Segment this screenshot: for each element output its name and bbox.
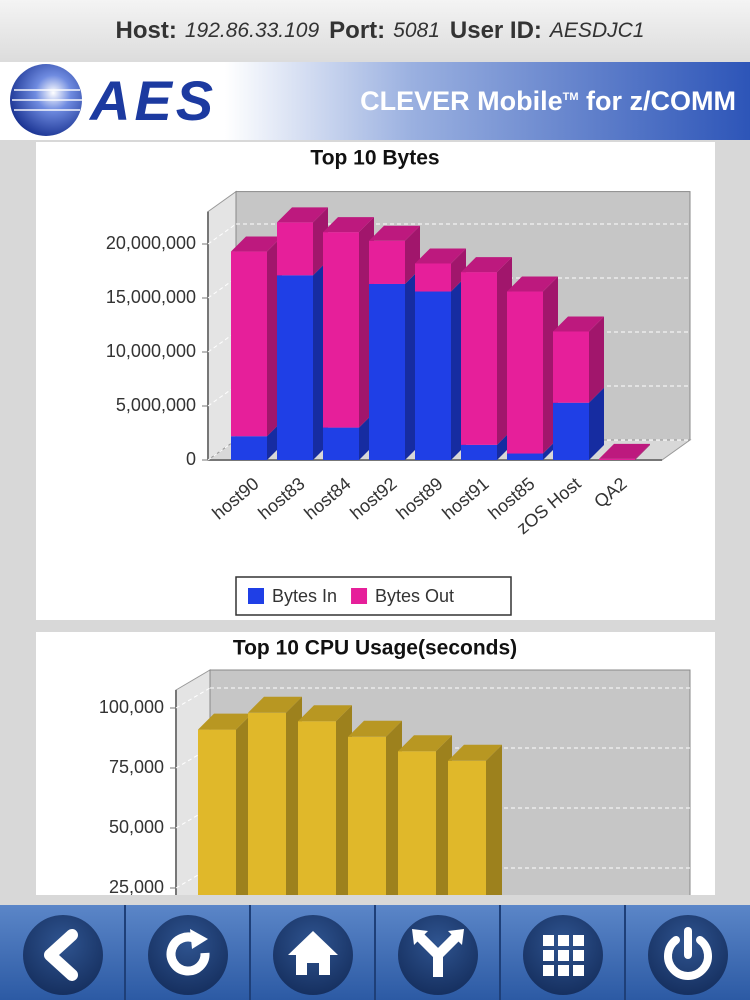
bar-segment: [298, 721, 336, 895]
y-tick-label: 25,000: [109, 877, 164, 895]
bar-top: [507, 276, 558, 292]
x-tick-label: host83: [254, 473, 308, 523]
split-button[interactable]: [398, 915, 478, 995]
bar-segment: [348, 736, 386, 895]
bar-top: [323, 217, 374, 233]
banner: AES CLEVER MobileTM for z/COMM: [0, 62, 750, 140]
bar-segment: [323, 427, 359, 460]
host-label: Host:: [115, 17, 177, 44]
bar-segment: [248, 712, 286, 895]
chart-title: Top 10 CPU Usage(seconds): [233, 637, 517, 660]
y-tick-label: 15,000,000: [106, 287, 196, 307]
power-button[interactable]: [648, 915, 728, 995]
x-tick-label: QA2: [590, 473, 630, 511]
bar-segment: [277, 275, 313, 460]
bar-side: [451, 248, 466, 292]
chart-card: Top 10 CPU Usage(seconds) 25,000 50,000 75,…: [36, 632, 715, 895]
menu-button[interactable]: [523, 915, 603, 995]
product: CLEVER Mobile: [360, 86, 563, 116]
x-tick-label: host84: [300, 473, 354, 523]
bar-top: [461, 257, 512, 273]
host: 192.86.33.109: [184, 19, 320, 42]
bar-segment: [461, 444, 497, 460]
chart: Top 10 CPU Usage(seconds) 25,000 50,000 75,…: [99, 637, 691, 895]
bar-segment: [507, 453, 543, 460]
y-tick-label: 50,000: [109, 817, 164, 837]
bar-segment: [231, 436, 267, 460]
bar-segment: [461, 272, 497, 445]
connection-bar: Host: 192.86.33.109 Port: 5081 User ID: AES…: [0, 0, 750, 62]
y-tick-label: 75,000: [109, 757, 164, 777]
legend-label: Bytes In: [272, 586, 337, 606]
y-tick-label: 10,000,000: [106, 341, 196, 361]
home-button[interactable]: [273, 915, 353, 995]
user-label: User ID:: [449, 17, 542, 44]
user: AESDJC1: [549, 19, 645, 42]
bar-top: [298, 705, 352, 722]
x-tick-label: host90: [208, 473, 262, 523]
grid-line: [207, 223, 237, 245]
y-tick-label: 5,000,000: [116, 395, 196, 415]
bar-segment: [369, 283, 405, 460]
logo-text: AES: [90, 69, 218, 132]
x-tick-label: host89: [392, 473, 446, 523]
legend-swatch: [351, 588, 368, 604]
bar-segment: [507, 291, 543, 454]
bar-side: [635, 443, 650, 460]
bar-segment: [398, 751, 436, 895]
refresh-button[interactable]: [148, 915, 228, 995]
toolbar: [0, 905, 750, 1000]
bar-top: [348, 720, 402, 737]
legend-label: Bytes Out: [375, 586, 454, 606]
x-tick-label: host91: [438, 473, 492, 523]
bar-segment: [448, 760, 486, 895]
bar-top: [553, 316, 604, 332]
back-button[interactable]: [23, 915, 103, 995]
bar-segment: [277, 222, 313, 276]
bar-segment: [553, 402, 589, 460]
bar-segment: [599, 458, 635, 460]
chart: Top 10 Bytes 0 5,000,000 10,000,000 15,000,0…: [106, 147, 692, 616]
bar-top: [398, 735, 452, 752]
bar-top: [599, 443, 650, 459]
product-name: CLEVER MobileTM for z/COMM: [360, 86, 736, 117]
bar-top: [277, 207, 328, 223]
chart-title: Top 10 Bytes: [310, 147, 439, 170]
bar-side: [589, 316, 604, 403]
bar-top: [248, 696, 302, 713]
bar-segment: [369, 240, 405, 284]
logo-globe: [10, 64, 82, 136]
y-tick-label: 0: [186, 449, 196, 469]
trademark: TM: [562, 91, 579, 103]
bar-side: [589, 387, 604, 460]
port-label: Port:: [329, 17, 386, 44]
bar-top: [369, 225, 420, 241]
chart-card: Top 10 Bytes 0 5,000,000 10,000,000 15,000,0…: [36, 142, 715, 620]
bar-segment: [553, 331, 589, 403]
y-tick-label: 20,000,000: [106, 233, 196, 253]
y-tick-label: 100,000: [99, 697, 164, 717]
bar-top: [448, 744, 502, 761]
bar-top: [231, 236, 282, 252]
bar-segment: [323, 232, 359, 428]
port: 5081: [393, 19, 440, 42]
bar-top: [415, 248, 466, 264]
bar-segment: [415, 291, 451, 460]
x-tick-label: host92: [346, 473, 400, 523]
bar-segment: [198, 729, 236, 895]
product-suffix: for z/COMM: [586, 86, 736, 116]
bar-segment: [231, 251, 267, 437]
bar-top: [198, 713, 252, 730]
legend-box: [235, 576, 512, 616]
bar-segment: [415, 263, 451, 292]
legend-swatch: [248, 588, 264, 604]
bar-side: [486, 744, 502, 895]
